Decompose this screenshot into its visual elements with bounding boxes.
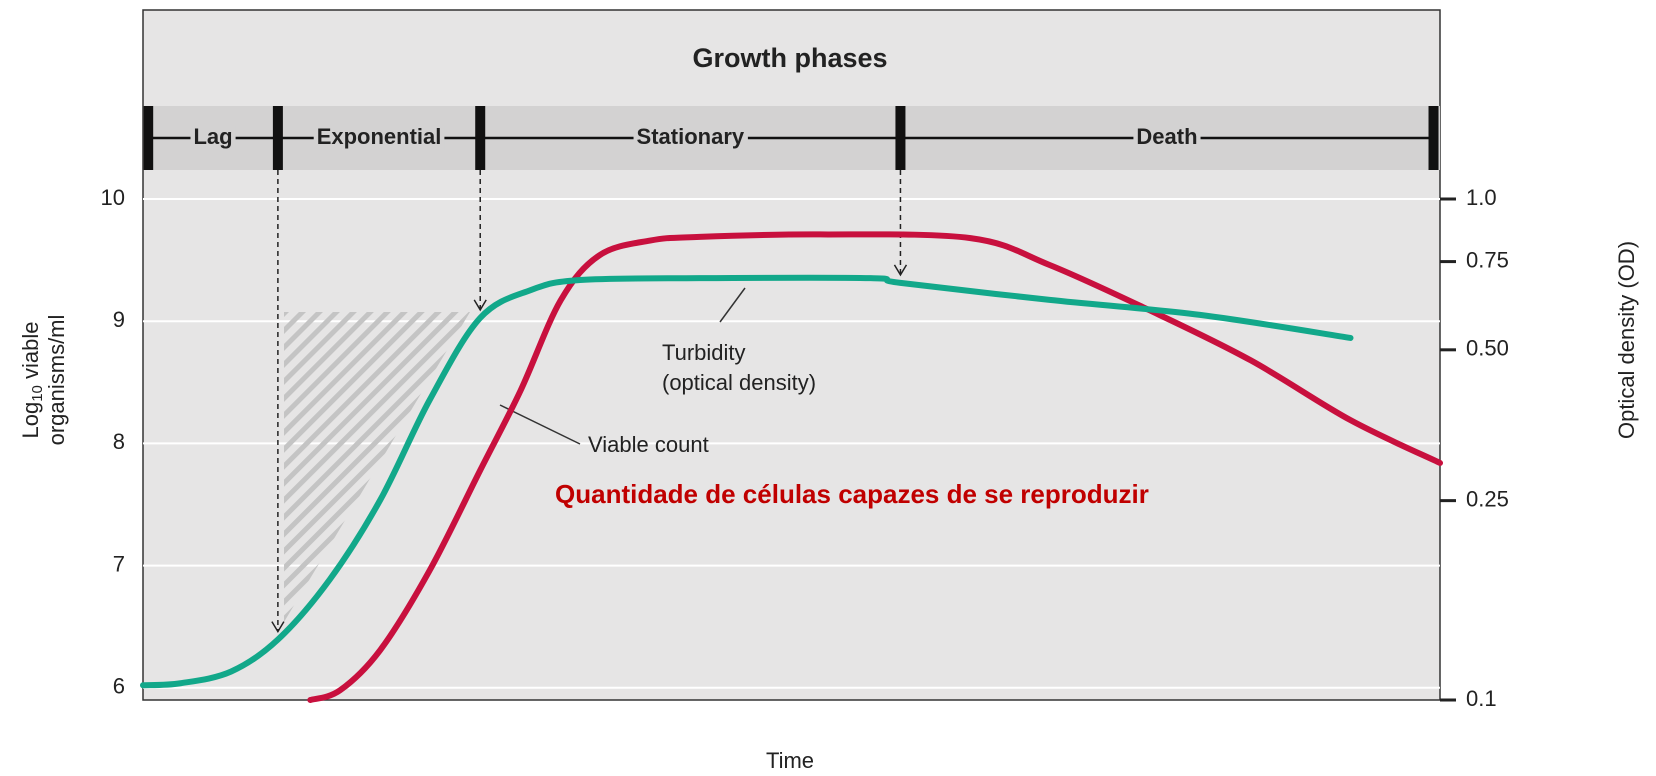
leader-line (719, 287, 746, 323)
phase-label-bg (313, 126, 445, 150)
y-tick-label: 9 (113, 307, 125, 332)
phase-marker (272, 106, 283, 170)
phase-label: Lag (193, 124, 232, 149)
phase-label: Exponential (317, 124, 442, 149)
y-label-part: Log (18, 402, 43, 439)
y2-tick-label: 1.0 (1466, 185, 1497, 210)
x-axis-label: Time (766, 748, 814, 773)
chart-title: Growth phases (692, 43, 887, 73)
y-tick-label: 6 (113, 674, 125, 699)
phase-marker (895, 106, 906, 170)
phase-label: Stationary (637, 124, 745, 149)
phase-marker (1428, 106, 1439, 170)
y-axis-label: Log10 viable (18, 322, 46, 439)
phase-marker (475, 106, 486, 170)
phase-label-bg (1133, 126, 1201, 150)
arrow-head (473, 299, 487, 312)
y-label-sub: 10 (29, 385, 46, 402)
grid (143, 198, 1440, 689)
y2-tick-label: 0.50 (1466, 336, 1509, 361)
y-tick-label: 10 (101, 185, 125, 210)
y-axis-label: organisms/ml (44, 315, 69, 446)
y2-tick-label: 0.1 (1466, 686, 1497, 711)
y2-axis-label: Optical density (OD) (1614, 241, 1639, 439)
phase-label-bg (633, 126, 748, 150)
phase-label-bg (190, 126, 236, 150)
annotation: Viable count (588, 432, 709, 457)
annotation: (optical density) (662, 370, 816, 395)
line-series (307, 231, 1443, 703)
phase-marker (143, 106, 154, 170)
phase-label: Death (1136, 124, 1197, 149)
y-tick-label: 7 (113, 551, 125, 576)
arrow-head (893, 264, 908, 277)
line-series (140, 274, 1354, 689)
y2-tick-label: 0.25 (1466, 486, 1509, 511)
hatched-area (284, 312, 470, 622)
y-label-part: viable (18, 322, 43, 386)
annotation: Quantidade de células capazes de se repr… (555, 479, 1149, 509)
y2-tick-label: 0.75 (1466, 247, 1509, 272)
annotation: Turbidity (662, 340, 746, 365)
y-tick-label: 8 (113, 429, 125, 454)
arrow-head (271, 621, 285, 634)
